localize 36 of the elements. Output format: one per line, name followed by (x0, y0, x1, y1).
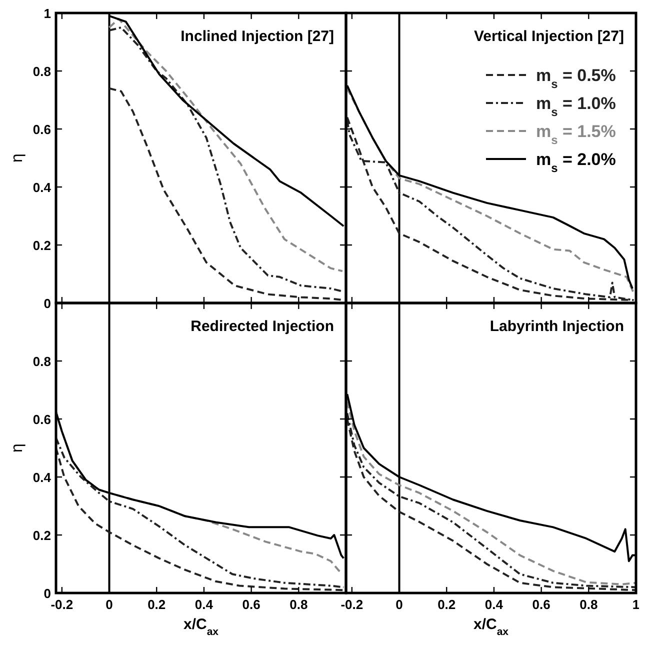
x-tick-label: 1 (632, 597, 640, 612)
x-tick-label: 0.6 (242, 597, 260, 612)
y-tick-label: 0.8 (32, 64, 51, 79)
x-axis-title: x/C$_{ax}$ (183, 616, 219, 638)
x-tick-label: -0.2 (340, 597, 364, 612)
x-tick-label: -0.2 (50, 597, 74, 612)
x-tick-label: 0.6 (532, 597, 550, 612)
x-tick-label: 0.8 (580, 597, 598, 612)
x-tick-label: 0.2 (148, 597, 166, 612)
y-tick-label: 0.2 (32, 528, 51, 543)
legend-label: m$_{s}$ = 1.5% (536, 122, 616, 147)
y-tick-label: 0 (44, 586, 51, 601)
legend-label: m$_{s}$ = 2.0% (536, 150, 616, 175)
legend-label: m$_{s}$ = 1.0% (536, 94, 616, 119)
text: Inclined Injection [27] (180, 28, 334, 45)
x-tick-label: 0.4 (194, 597, 214, 612)
y-axis-title: η (9, 444, 26, 452)
text: Labyrinth Injection (490, 318, 624, 335)
legend-label: m$_{s}$ = 0.5% (536, 66, 616, 91)
x-axis-title: x/C$_{ax}$ (473, 616, 509, 638)
y-tick-label: 1 (44, 6, 51, 21)
y-tick-label: 0.6 (32, 122, 51, 137)
x-tick-label: 0.8 (290, 597, 308, 612)
x-tick-label: 0.2 (438, 597, 456, 612)
y-tick-label: 0.4 (32, 470, 52, 485)
x-tick-label: 0.4 (484, 597, 504, 612)
y-axis-title: η (9, 154, 26, 162)
text: Redirected Injection (190, 318, 334, 335)
y-tick-label: 0.4 (32, 180, 52, 195)
y-tick-label: 0.2 (32, 238, 51, 253)
y-tick-label: 0.6 (32, 412, 51, 427)
y-tick-label: 0 (44, 296, 51, 311)
text: Vertical Injection [27] (474, 28, 624, 45)
x-tick-label: 0 (396, 597, 403, 612)
y-tick-label: 0.8 (32, 354, 51, 369)
x-tick-label: 0 (106, 597, 113, 612)
